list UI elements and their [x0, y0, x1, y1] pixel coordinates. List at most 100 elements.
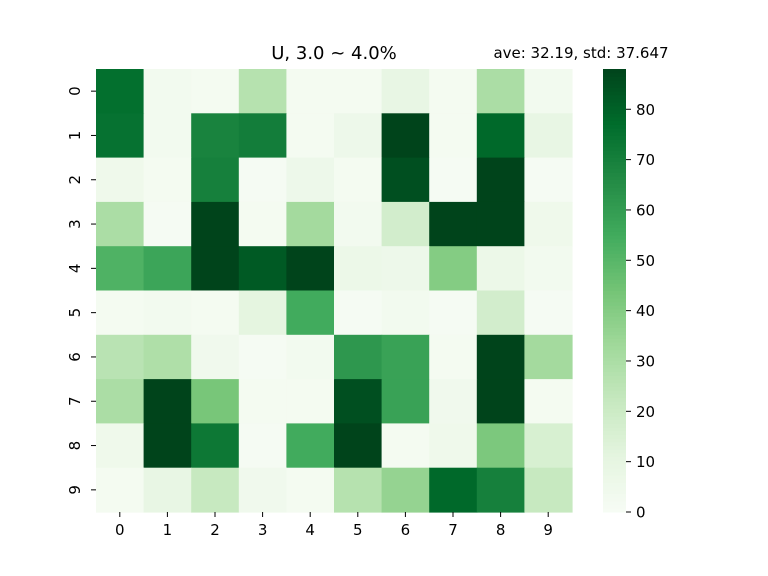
colorbar-segment [603, 390, 626, 395]
heatmap-cell [476, 113, 525, 159]
heatmap-cell [476, 157, 525, 203]
colorbar-tick-label: 50 [636, 252, 655, 270]
colorbar-segment [603, 360, 626, 365]
colorbar-segment [603, 308, 626, 314]
heatmap-cell [238, 157, 287, 203]
colorbar-segment [603, 116, 626, 122]
y-axis-ticks: 0 1 2 3 4 5 6 7 8 9 [66, 86, 96, 495]
x-axis-ticks: 0 1 2 3 4 5 6 7 8 9 [115, 512, 553, 539]
heatmap-cell [334, 69, 383, 114]
heatmap-cell [96, 467, 145, 513]
colorbar-segment [603, 423, 626, 428]
colorbar-segment [603, 194, 626, 199]
heatmap-cell [476, 423, 525, 469]
x-tick-label: 3 [258, 521, 268, 539]
colorbar-segment [603, 408, 626, 413]
colorbar-segment [603, 80, 626, 85]
colorbar-segment [603, 368, 626, 373]
heatmap-cell [381, 379, 430, 424]
x-tick-label: 6 [401, 521, 411, 539]
x-tick-label: 0 [115, 521, 125, 539]
heatmap-cell [334, 334, 383, 380]
colorbar-segment [603, 168, 626, 173]
x-tick-label: 5 [353, 521, 363, 539]
colorbar-tick-label: 80 [636, 101, 655, 119]
heatmap-cell [286, 334, 335, 380]
colorbar-segment [603, 105, 626, 111]
heatmap-cell [286, 246, 335, 292]
colorbar-segment [603, 209, 626, 214]
heatmap-cell [381, 290, 430, 336]
heatmap-cell [381, 157, 430, 203]
heatmap-cell [476, 69, 525, 114]
x-tick-label: 7 [448, 521, 458, 539]
heatmap-cell [96, 423, 145, 469]
colorbar-segment [603, 128, 626, 133]
colorbar-segment [603, 201, 626, 207]
colorbar-segment [603, 342, 626, 347]
y-tick-label: 6 [66, 352, 84, 362]
colorbar-segment [603, 235, 626, 240]
heatmap-cell [238, 113, 287, 159]
colorbar-segment [603, 404, 626, 410]
heatmap-cell [381, 113, 430, 159]
colorbar-segment [603, 452, 626, 458]
heatmap-cell [286, 423, 335, 469]
colorbar-segment [603, 401, 626, 406]
colorbar-segment [603, 69, 626, 74]
heatmap-cell [96, 113, 145, 159]
heatmap-cell [191, 379, 240, 424]
heatmap-cell [429, 113, 478, 159]
colorbar-segment [603, 412, 626, 417]
heatmap-cell [143, 290, 192, 336]
heatmap-cell [334, 379, 383, 424]
colorbar-segment [603, 139, 626, 144]
heatmap-cell [96, 246, 145, 292]
colorbar-tick-label: 0 [636, 504, 646, 522]
heatmap-cell [191, 467, 240, 513]
heatmap-cell [524, 246, 573, 292]
heatmap-cell [429, 379, 478, 424]
colorbar-segment [603, 493, 626, 498]
colorbar-segment [603, 338, 626, 343]
colorbar-segment [603, 153, 626, 159]
heatmap-cell [143, 113, 192, 159]
heatmap-cell [191, 113, 240, 159]
colorbar-segment [603, 334, 626, 339]
colorbar-segment [603, 316, 626, 321]
heatmap-cell [381, 423, 430, 469]
heatmap-cell [286, 290, 335, 336]
colorbar-segment [603, 260, 626, 266]
colorbar-segment [603, 94, 626, 100]
heatmap-cell [286, 113, 335, 159]
colorbar-segment [603, 172, 626, 177]
heatmap-cell [429, 423, 478, 469]
colorbar-segment [603, 478, 626, 483]
x-tick-label: 8 [496, 521, 506, 539]
heatmap-cell [429, 246, 478, 292]
colorbar-segment [603, 220, 626, 225]
heatmap-cell [286, 201, 335, 247]
colorbar-segment [603, 386, 626, 391]
colorbar-segment [603, 294, 626, 299]
colorbar-segment [603, 205, 626, 210]
colorbar-tick-label: 60 [636, 201, 655, 219]
colorbar-segment [603, 98, 626, 103]
x-tick-label: 1 [163, 521, 173, 539]
colorbar-segment [603, 131, 626, 136]
heatmap-cell [143, 467, 192, 513]
y-tick-label: 9 [66, 485, 84, 495]
colorbar-segment [603, 297, 626, 303]
heatmap-cell [429, 334, 478, 380]
colorbar-tick-label: 20 [636, 403, 655, 421]
y-tick-label: 2 [66, 175, 84, 185]
colorbar-segment [603, 135, 626, 140]
heatmap-cell [96, 69, 145, 114]
colorbar-segment [603, 460, 626, 465]
heatmap-cell [143, 246, 192, 292]
colorbar-segment [603, 72, 626, 77]
heatmap-cell [381, 201, 430, 247]
colorbar-segment [603, 430, 626, 435]
heatmap-cell [286, 157, 335, 203]
heatmap-cell [191, 334, 240, 380]
